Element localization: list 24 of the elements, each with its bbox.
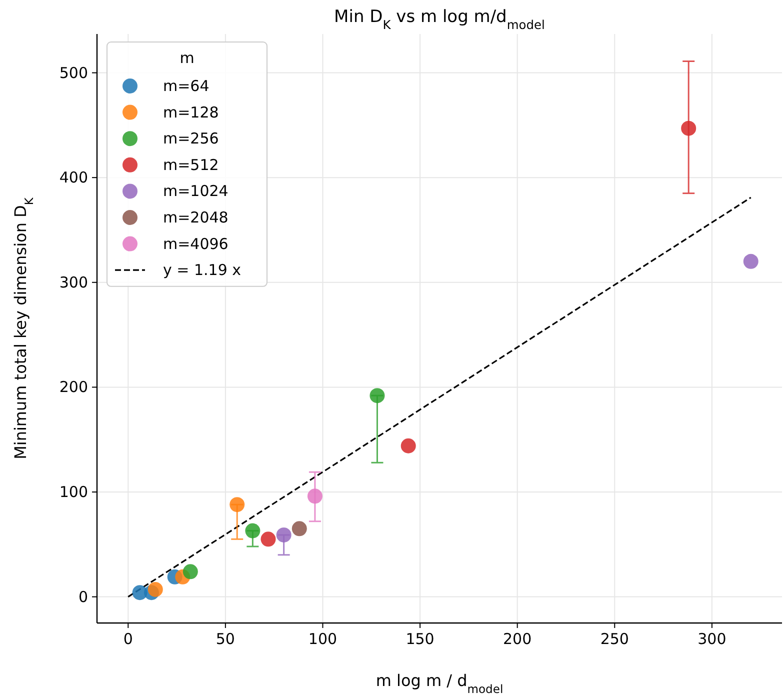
x-tick-label: 100 (308, 630, 338, 648)
y-tick-label: 100 (59, 482, 88, 501)
x-tick-label: 300 (698, 630, 726, 648)
x-tick-label: 50 (216, 630, 235, 648)
y-tick-label: 0 (78, 588, 88, 606)
x-axis-title: m log m / d$_{model}$ (376, 671, 504, 694)
y-tick-label: 400 (59, 168, 88, 187)
legend-label: m=1024 (163, 182, 228, 200)
legend-label: m=256 (163, 130, 219, 148)
x-tick-label: 0 (123, 630, 133, 648)
x-tick-label: 250 (600, 630, 629, 648)
y-tick-label: 300 (59, 273, 88, 292)
y-tick-label: 200 (59, 378, 88, 396)
legend-label: m=4096 (163, 234, 228, 253)
legend-label: y = 1.19 x (163, 261, 242, 280)
legend-label: m=2048 (163, 208, 228, 226)
x-tick-label: 200 (503, 630, 532, 648)
legend-label: m=64 (163, 77, 210, 95)
legend-label: m=512 (163, 156, 219, 174)
legend-label: m=128 (163, 103, 219, 122)
chart-title: Min D$_{K}$ vs m log m/d$_{model}$ (334, 7, 545, 32)
x-tick-label: 150 (406, 630, 434, 648)
legend-title: m (180, 49, 194, 67)
y-tick-label: 500 (59, 64, 88, 82)
